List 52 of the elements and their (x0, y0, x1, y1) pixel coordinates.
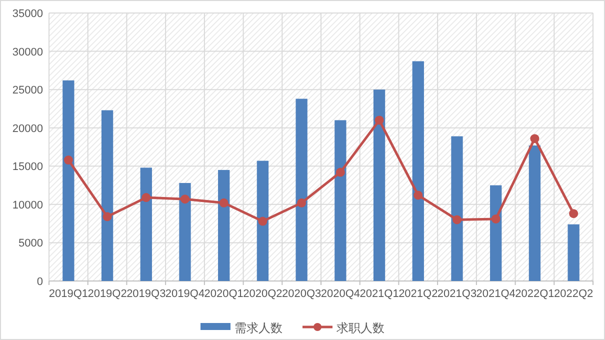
x-tick-label: 2019Q2 (88, 288, 127, 300)
x-tick-label: 2022Q1 (515, 288, 554, 300)
point (180, 194, 190, 204)
bar (412, 61, 424, 281)
bar (179, 182, 191, 281)
bar (62, 80, 74, 281)
legend-label: 需求人数 (234, 321, 282, 335)
bar (296, 98, 308, 281)
y-tick-label: 5000 (18, 238, 43, 250)
point (142, 193, 151, 202)
y-tick-label: 15000 (12, 161, 43, 174)
point (258, 216, 268, 226)
y-tick-label: 20000 (12, 122, 43, 135)
x-tick-label: 2020Q1 (204, 288, 244, 300)
bar (568, 224, 580, 281)
point (219, 198, 228, 208)
point (414, 190, 423, 200)
y-tick-label: 10000 (12, 199, 43, 212)
x-tick-label: 2020Q3 (282, 288, 322, 300)
point (452, 215, 462, 224)
x-tick-label: 2021Q1 (360, 288, 399, 300)
y-tick-label: 35000 (12, 8, 43, 20)
bar (528, 145, 541, 281)
point (336, 168, 345, 177)
bar (140, 168, 152, 281)
x-tick-label: 2019Q1 (48, 288, 88, 300)
x-tick-label: 2020Q2 (243, 288, 282, 300)
y-tick-label: 25000 (12, 84, 43, 97)
x-tick-label: 2021Q2 (398, 288, 438, 300)
bar (101, 110, 114, 281)
legend-label: 求职人数 (336, 321, 384, 335)
x-tick-label: 2019Q3 (126, 288, 166, 300)
point (374, 116, 384, 125)
point (569, 209, 578, 218)
x-tick-label: 2022Q2 (554, 288, 594, 300)
x-tick-label: 2020Q4 (320, 288, 360, 300)
bar (334, 120, 346, 281)
x-tick-label: 2019Q4 (165, 288, 205, 300)
bar (451, 136, 463, 281)
point (64, 156, 73, 165)
bar (218, 170, 230, 281)
x-tick-label: 2021Q3 (437, 288, 477, 300)
point (530, 134, 540, 144)
y-tick-label: 0 (36, 276, 43, 288)
point (297, 198, 306, 208)
y-tick-label: 30000 (12, 46, 43, 58)
bar (490, 185, 502, 281)
bar (256, 160, 269, 281)
point (102, 212, 112, 222)
bar (373, 90, 386, 281)
point (491, 214, 500, 224)
x-tick-label: 2021Q4 (476, 288, 516, 300)
